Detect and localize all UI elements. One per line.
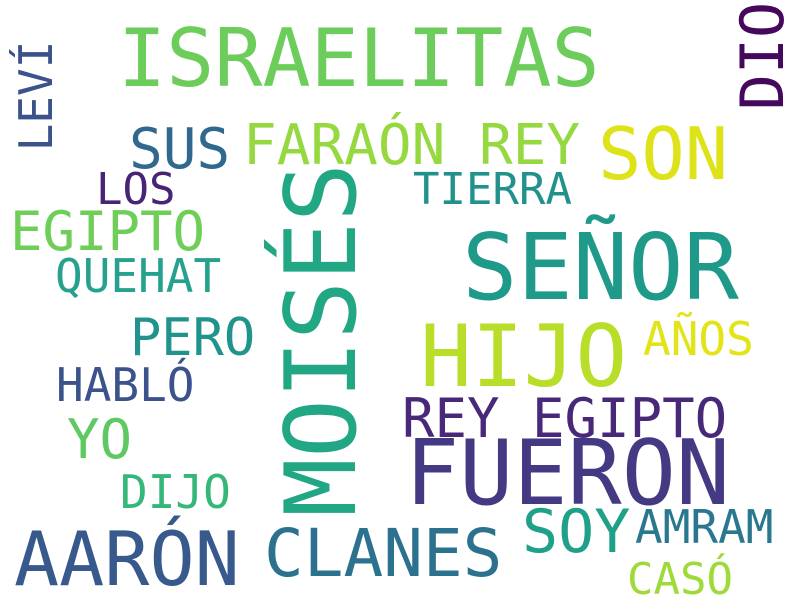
word-caso: CASÓ [627,554,733,600]
word-los: LOS [96,164,176,215]
word-clanes: CLANES [264,515,503,592]
word-quehat: QUEHAT [55,249,222,303]
word-senor: SEÑOR [462,214,739,321]
word-israelitas: ISRAELITAS [118,12,600,105]
word-anos: AÑOS [643,312,754,366]
word-faraon-rey: FARAÓN REY [243,113,581,178]
word-son: SON [598,112,729,196]
word-levi: LEVÍ [9,40,63,152]
word-amram: AMRAM [635,500,774,554]
word-dio: DIO [728,1,798,111]
word-hijo: HIJO [420,307,628,407]
word-egipto: EGIPTO [10,200,206,263]
word-tierra: TIERRA [413,164,572,215]
word-hablo: HABLÓ [56,358,195,412]
word-aaron: AARÓN [14,515,240,600]
word-fueron: FUERON [405,421,731,526]
word-sus: SUS [129,117,231,182]
word-moises: MOISÉS [265,162,379,518]
word-yo: YO [67,408,133,471]
word-pero: PERO [130,308,256,368]
word-soy: SOY [522,497,631,567]
word-rey-egipto: REY EGIPTO [402,387,728,450]
word-dijo: DIJO [120,465,231,519]
